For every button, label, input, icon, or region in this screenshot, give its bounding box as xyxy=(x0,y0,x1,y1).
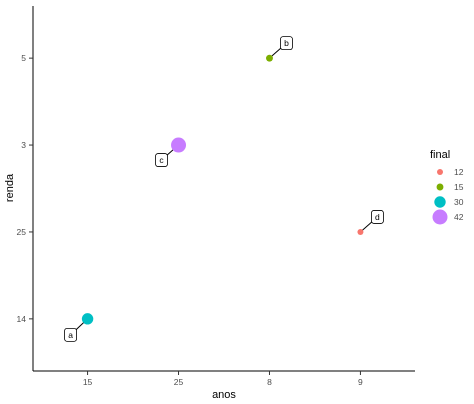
annotation-label: b xyxy=(284,38,289,48)
annotation-label: a xyxy=(68,330,73,340)
annotation-label: c xyxy=(159,155,164,165)
legend-title: final xyxy=(430,149,450,161)
annotation-box xyxy=(64,327,77,342)
legend-key xyxy=(432,209,448,225)
legend-key xyxy=(437,169,443,175)
legend-label: 42 xyxy=(454,212,464,222)
y-axis-title: renda xyxy=(4,173,16,202)
y-tick-label: 25 xyxy=(17,227,27,237)
y-tick-label: 3 xyxy=(21,140,26,150)
x-ticks: 15 25 8 9 xyxy=(83,371,363,387)
data-point xyxy=(81,313,94,325)
x-axis-title: anos xyxy=(212,389,236,401)
annotation-box xyxy=(371,210,384,224)
legend-key xyxy=(436,183,444,191)
data-point xyxy=(266,54,273,62)
legend: final 12 15 30 42 xyxy=(430,149,464,225)
data-point xyxy=(171,137,187,153)
annotation-label: d xyxy=(375,212,380,222)
x-tick-label: 15 xyxy=(83,377,93,387)
y-tick-label: 14 xyxy=(17,314,27,324)
legend-label: 12 xyxy=(454,167,464,177)
annotation-box xyxy=(155,153,168,167)
legend-label: 15 xyxy=(454,182,464,192)
x-tick-label: 9 xyxy=(358,377,363,387)
points xyxy=(81,54,364,325)
x-tick-label: 25 xyxy=(174,377,184,387)
legend-key xyxy=(434,196,446,208)
legend-label: 30 xyxy=(454,197,464,207)
axes xyxy=(32,6,415,372)
y-tick-label: 5 xyxy=(21,53,26,63)
data-point xyxy=(357,228,364,235)
y-ticks: 14 25 3 5 xyxy=(17,53,33,324)
annotations: a b c d xyxy=(64,36,384,342)
x-tick-label: 8 xyxy=(267,377,272,387)
annotation-box xyxy=(280,36,293,51)
